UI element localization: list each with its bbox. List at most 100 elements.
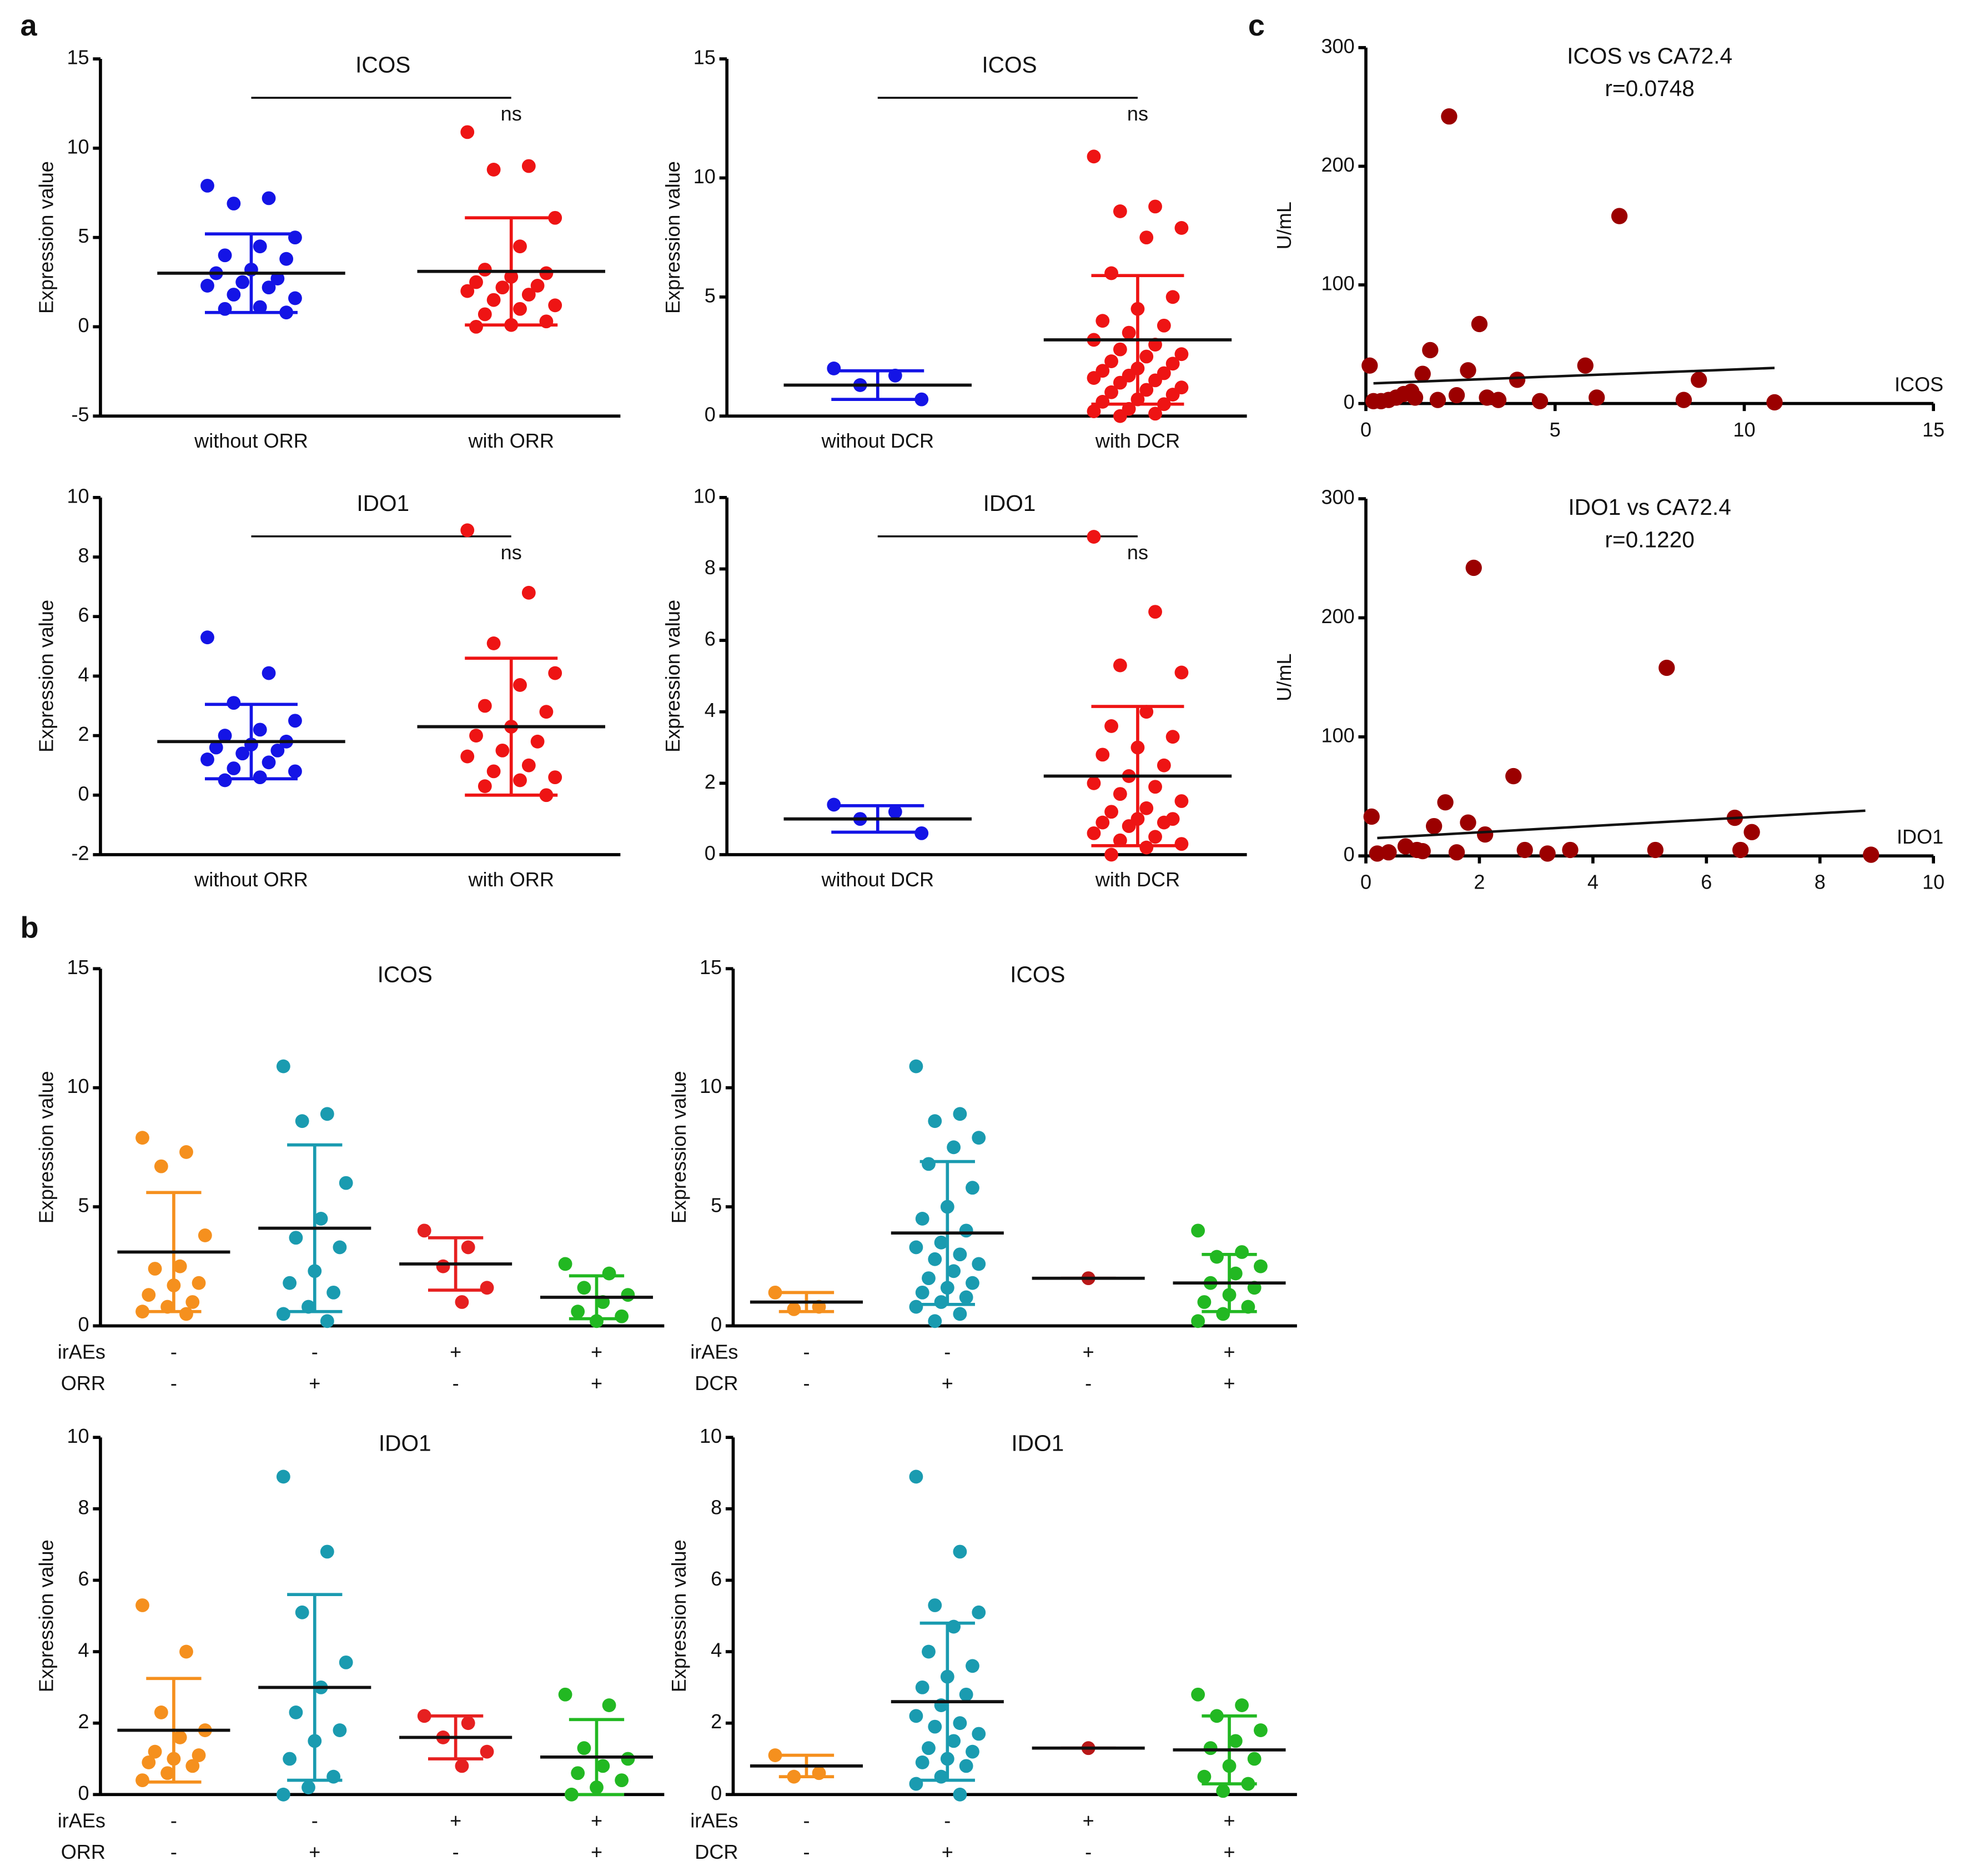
data-point bbox=[1406, 389, 1424, 406]
data-point bbox=[602, 1266, 616, 1281]
data-point bbox=[621, 1752, 635, 1766]
data-point bbox=[922, 1157, 936, 1171]
data-point bbox=[1113, 342, 1127, 357]
y-tick-label: 100 bbox=[1321, 272, 1354, 295]
data-point bbox=[1087, 371, 1101, 385]
y-axis-label: U/mL bbox=[1273, 202, 1295, 249]
y-tick-label: 10 bbox=[693, 165, 716, 188]
data-point bbox=[339, 1176, 353, 1190]
data-point bbox=[333, 1240, 347, 1255]
data-point bbox=[513, 678, 527, 692]
data-point bbox=[947, 1140, 961, 1155]
row-mark: + bbox=[1223, 1809, 1235, 1832]
data-point bbox=[192, 1748, 206, 1762]
row-label: irAEs bbox=[690, 1341, 738, 1363]
y-tick-label: 4 bbox=[705, 699, 716, 721]
data-point bbox=[1087, 826, 1101, 840]
y-tick-label: 10 bbox=[67, 1424, 89, 1447]
y-tick-label: 0 bbox=[78, 782, 89, 805]
y-tick-label: 300 bbox=[1321, 486, 1354, 509]
y-axis-label: Expression value bbox=[667, 1071, 690, 1223]
data-point bbox=[621, 1288, 635, 1302]
data-point bbox=[288, 291, 302, 305]
data-point bbox=[928, 1114, 942, 1128]
row-mark: + bbox=[450, 1341, 461, 1363]
y-tick-label: 4 bbox=[711, 1639, 722, 1662]
data-point bbox=[548, 298, 562, 313]
data-point bbox=[1743, 824, 1760, 840]
data-point bbox=[577, 1281, 591, 1295]
data-point bbox=[1139, 383, 1154, 397]
data-point bbox=[276, 1307, 290, 1321]
row-mark: + bbox=[1083, 1809, 1094, 1832]
y-axis-label: Expression value bbox=[35, 1539, 58, 1692]
data-point bbox=[417, 1223, 431, 1238]
y-tick-label: 0 bbox=[1344, 843, 1355, 866]
y-tick-label: -2 bbox=[72, 841, 89, 864]
data-point bbox=[1247, 1752, 1262, 1766]
y-tick-label: 8 bbox=[711, 1496, 722, 1518]
data-point bbox=[1122, 819, 1136, 833]
data-point bbox=[200, 279, 214, 293]
data-point bbox=[276, 1469, 290, 1484]
data-point bbox=[1174, 347, 1189, 362]
x-tick-label: 5 bbox=[1550, 418, 1561, 441]
y-axis-label: Expression value bbox=[35, 1071, 58, 1223]
data-point bbox=[1471, 315, 1488, 333]
y-axis-label: Expression value bbox=[35, 161, 58, 314]
data-point bbox=[953, 1247, 967, 1262]
data-point bbox=[1165, 290, 1180, 304]
y-axis-label: Expression value bbox=[661, 161, 684, 314]
y-tick-label: 200 bbox=[1321, 605, 1354, 628]
data-point bbox=[1448, 844, 1465, 861]
data-point bbox=[1254, 1259, 1268, 1273]
row-mark: + bbox=[591, 1840, 602, 1863]
data-point bbox=[928, 1719, 942, 1734]
data-point bbox=[1148, 830, 1162, 844]
data-point bbox=[1087, 404, 1101, 418]
x-tick-label: without ORR bbox=[194, 868, 308, 891]
data-point bbox=[1562, 841, 1579, 859]
data-point bbox=[135, 1131, 149, 1145]
data-point bbox=[469, 275, 483, 289]
row-mark: - bbox=[1085, 1372, 1092, 1395]
row-label: DCR bbox=[695, 1840, 738, 1863]
data-point bbox=[135, 1305, 149, 1319]
data-point bbox=[326, 1285, 341, 1300]
row-label: ORR bbox=[61, 1372, 105, 1395]
data-point bbox=[1104, 354, 1118, 368]
row-mark: - bbox=[803, 1840, 810, 1863]
row-mark: + bbox=[450, 1809, 461, 1832]
data-point bbox=[972, 1727, 986, 1741]
chart-title: IDO1 bbox=[379, 1430, 431, 1456]
data-point bbox=[539, 266, 554, 280]
row-mark: - bbox=[311, 1809, 318, 1832]
data-point bbox=[227, 197, 241, 210]
data-point bbox=[1414, 842, 1431, 860]
data-point bbox=[283, 1752, 297, 1766]
data-point bbox=[1174, 221, 1189, 235]
data-point bbox=[1539, 845, 1556, 862]
data-point bbox=[160, 1766, 175, 1780]
data-point bbox=[1087, 776, 1101, 790]
y-tick-label: 6 bbox=[78, 604, 89, 626]
data-point bbox=[1429, 392, 1446, 408]
significance-label: ns bbox=[1127, 102, 1148, 125]
data-point bbox=[915, 1212, 929, 1226]
data-point bbox=[486, 293, 501, 307]
data-point bbox=[295, 1114, 309, 1128]
data-point bbox=[1380, 844, 1397, 861]
data-point bbox=[953, 1107, 967, 1121]
data-point bbox=[909, 1709, 923, 1723]
y-tick-label: -5 bbox=[72, 403, 89, 426]
panel-label: a bbox=[20, 9, 37, 42]
data-point bbox=[615, 1309, 629, 1323]
y-tick-label: 0 bbox=[1344, 390, 1355, 413]
data-point bbox=[495, 280, 510, 295]
data-point bbox=[1465, 559, 1482, 576]
data-point bbox=[558, 1257, 572, 1271]
data-point bbox=[1104, 266, 1118, 280]
data-point bbox=[1460, 362, 1476, 379]
y-tick-label: 5 bbox=[78, 1194, 89, 1217]
